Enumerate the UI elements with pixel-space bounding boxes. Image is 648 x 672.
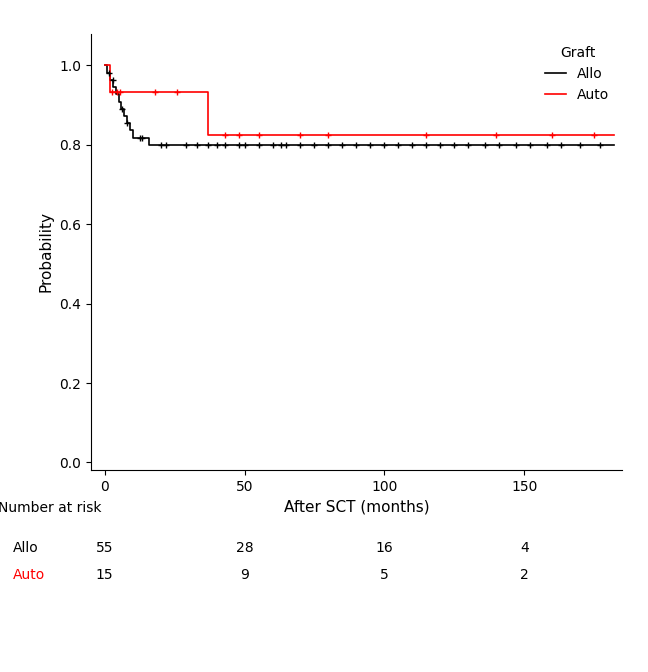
Text: 16: 16	[375, 541, 393, 555]
Text: 15: 15	[96, 568, 113, 582]
Y-axis label: Probability: Probability	[38, 212, 53, 292]
Text: 5: 5	[380, 568, 389, 582]
Text: 28: 28	[236, 541, 253, 555]
Text: Number at risk: Number at risk	[0, 501, 102, 515]
Text: 4: 4	[520, 541, 529, 555]
Text: 2: 2	[520, 568, 529, 582]
Text: 55: 55	[96, 541, 113, 555]
Legend: Allo, Auto: Allo, Auto	[540, 40, 615, 108]
X-axis label: After SCT (months): After SCT (months)	[284, 500, 429, 515]
Text: 9: 9	[240, 568, 249, 582]
Text: Allo: Allo	[13, 541, 39, 555]
Text: Auto: Auto	[13, 568, 45, 582]
